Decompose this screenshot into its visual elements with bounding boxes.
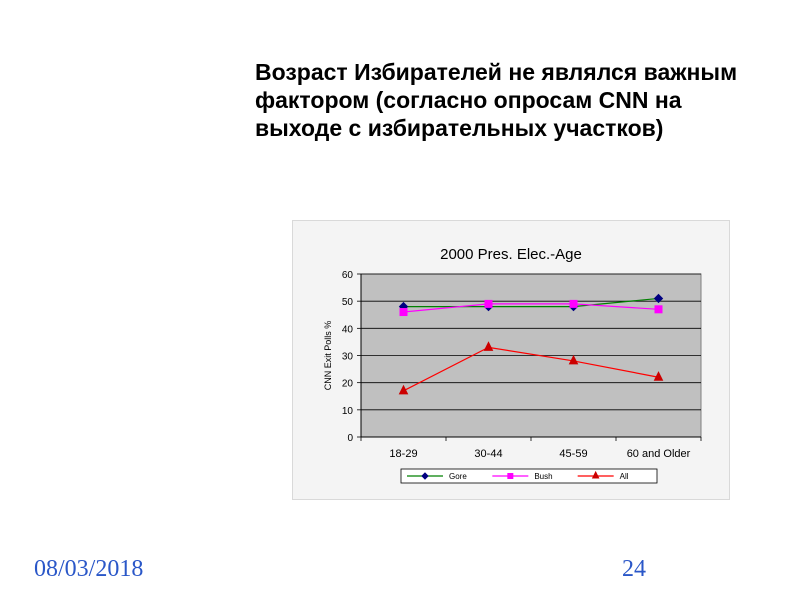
legend-marker-all xyxy=(591,470,600,479)
y-tick-label: 20 xyxy=(342,379,354,390)
legend-marker-gore xyxy=(421,472,429,480)
data-point-all xyxy=(653,371,664,381)
y-tick-label: 0 xyxy=(347,433,353,444)
y-axis-label: CNN Exit Polls % xyxy=(323,321,333,391)
series-line-gore xyxy=(403,297,659,308)
x-tick-label: 45-59 xyxy=(559,448,587,460)
data-point-bush xyxy=(654,305,663,314)
y-tick-label: 50 xyxy=(342,297,354,308)
x-tick-label: 30-44 xyxy=(474,448,502,460)
x-tick-label: 18-29 xyxy=(389,448,417,460)
legend-label-all: All xyxy=(620,472,629,481)
y-tick-label: 10 xyxy=(342,406,354,417)
legend-label-bush: Bush xyxy=(534,472,552,481)
legend-marker-bush xyxy=(507,473,514,479)
data-point-all xyxy=(568,354,579,365)
y-tick-label: 30 xyxy=(342,352,354,363)
y-tick-label: 60 xyxy=(342,270,354,281)
data-point-bush xyxy=(569,299,578,308)
legend-label-gore: Gore xyxy=(449,472,467,481)
series-line-all xyxy=(403,346,659,392)
slide-page-number: 24 xyxy=(622,556,646,582)
series-line-bush xyxy=(403,303,659,313)
data-point-all xyxy=(398,384,409,395)
legend-box xyxy=(400,468,658,484)
data-point-all xyxy=(483,341,494,351)
chart-frame: 2000 Pres. Elec.-Age 0 10 20 30 40 50 60 18-29 30… xyxy=(292,220,730,500)
data-point-bush xyxy=(484,299,493,308)
line-chart: 2000 Pres. Elec.-Age 0 10 20 30 40 50 60 18-29 30… xyxy=(323,246,702,484)
data-point-bush xyxy=(399,308,408,317)
chart-title: 2000 Pres. Elec.-Age xyxy=(440,246,582,263)
x-tick-label: 60 and Older xyxy=(627,448,691,460)
slide-date: 08/03/2018 xyxy=(34,556,144,582)
slide-title: Возраст Избирателей не являлся важным фа… xyxy=(255,59,738,141)
y-tick-label: 40 xyxy=(342,324,354,335)
data-point-gore xyxy=(653,293,664,304)
